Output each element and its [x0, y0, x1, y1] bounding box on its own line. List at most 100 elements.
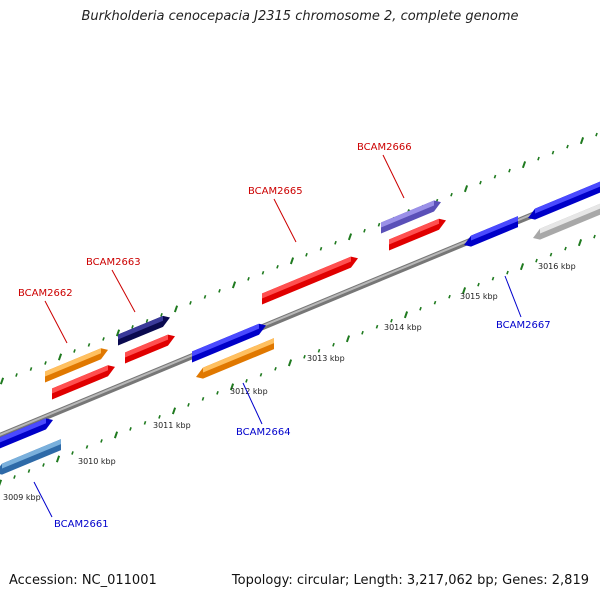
outer-tick-mark: [15, 373, 18, 377]
gene-BCAM2667-highlight: [471, 216, 518, 241]
inner-tick-mark: [390, 318, 393, 323]
inner-tick-mark: [593, 234, 596, 239]
inner-tick-mark: [317, 348, 321, 353]
inner-tick-mark: [403, 311, 409, 319]
inner-tick-ring: [0, 234, 596, 487]
outer-tick-ring: [0, 132, 598, 385]
outer-tick-mark: [537, 156, 540, 161]
leader-line-bcam2666: [382, 154, 405, 199]
outer-tick-mark: [203, 294, 207, 299]
gene-feature-highlight: [125, 334, 168, 358]
outer-tick-mark: [115, 329, 121, 337]
outer-tick-mark: [377, 222, 381, 227]
outer-tick-mark: [131, 325, 134, 329]
gene-label-bcam2662: BCAM2662: [18, 288, 73, 299]
outer-tick-mark: [231, 281, 237, 289]
inner-tick-mark: [129, 427, 132, 431]
inner-tick-mark: [564, 246, 567, 251]
outer-tick-mark: [276, 264, 279, 269]
gene-BCAM2665-highlight: [262, 256, 351, 299]
outer-tick-mark: [463, 185, 469, 193]
outer-tick-mark: [334, 240, 337, 245]
inner-tick-mark: [0, 479, 3, 487]
inner-tick-mark: [577, 239, 583, 247]
inner-tick-mark: [535, 258, 538, 263]
inner-tick-mark: [448, 294, 451, 299]
outer-tick-mark: [551, 150, 555, 155]
inner-tick-mark: [13, 475, 16, 479]
inner-tick-mark: [55, 455, 61, 463]
inner-tick-mark: [143, 421, 147, 425]
leader-line-bcam2661: [33, 481, 53, 518]
scale-label: 3016 kbp: [538, 262, 576, 271]
inner-tick-mark: [259, 372, 263, 377]
outer-tick-mark: [363, 228, 366, 233]
inner-tick-mark: [433, 300, 437, 305]
inner-tick-mark: [85, 445, 89, 449]
gene-BCAM2666-highlight: [381, 200, 434, 228]
map-title: Burkholderia cenocepacia J2315 chromosom…: [81, 9, 519, 24]
gene-BCAM2661-highlight: [2, 439, 61, 469]
outer-tick-mark: [145, 319, 149, 323]
gene-feature-highlight: [389, 218, 439, 245]
outer-tick-mark: [319, 246, 323, 251]
outer-tick-mark: [479, 180, 482, 185]
inner-tick-mark: [229, 383, 235, 391]
scale-label: 3011 kbp: [153, 421, 191, 430]
outer-tick-mark: [160, 313, 163, 317]
gene-label-bcam2661: BCAM2661: [54, 519, 109, 530]
gene-feature-highlight: [540, 203, 600, 234]
inner-tick-mark: [201, 396, 205, 401]
gene-feature-highlight: [52, 365, 108, 394]
inner-tick-mark: [345, 335, 351, 343]
gene-feature-highlight: [535, 181, 600, 214]
inner-tick-mark: [171, 407, 177, 415]
gene-BCAM2664-highlight: [203, 338, 274, 373]
leader-line-bcam2667: [504, 275, 522, 318]
inner-tick-mark: [419, 306, 422, 311]
gene-label-bcam2666: BCAM2666: [357, 142, 412, 153]
outer-tick-mark: [102, 337, 105, 341]
inner-tick-mark: [274, 366, 277, 371]
outer-tick-mark: [173, 305, 179, 313]
inner-tick-mark: [491, 276, 495, 281]
scale-labels: 3009 kbp 3010 kbp 3011 kbp 3012 kbp 3013 kbp…: [3, 262, 576, 502]
leader-line-bcam2662: [44, 300, 68, 344]
gene-BCAM2662-highlight: [45, 348, 101, 377]
scale-label: 3009 kbp: [3, 493, 41, 502]
inner-tick-mark: [245, 378, 248, 383]
outer-tick-mark: [247, 276, 250, 281]
gene-BCAM2663-highlight: [118, 315, 163, 340]
inner-tick-mark: [113, 431, 119, 439]
inner-tick-mark: [158, 415, 161, 419]
outer-tick-mark: [347, 233, 353, 241]
outer-tick-mark: [261, 270, 265, 275]
gene-features: [0, 181, 600, 475]
outer-tick-mark: [0, 377, 5, 385]
inner-tick-mark: [375, 324, 379, 329]
outer-tick-mark: [579, 137, 585, 145]
gene-label-bcam2667: BCAM2667: [496, 320, 551, 331]
inner-tick-mark: [303, 354, 306, 359]
inner-tick-mark: [506, 270, 509, 275]
outer-tick-mark: [305, 252, 308, 257]
scale-label: 3014 kbp: [384, 323, 422, 332]
outer-tick-mark: [29, 367, 33, 371]
inner-tick-mark: [187, 403, 190, 407]
outer-tick-mark: [508, 168, 511, 173]
outer-tick-mark: [189, 301, 192, 305]
inner-tick-mark: [42, 463, 45, 467]
leader-line-bcam2665: [273, 198, 297, 243]
scale-label: 3010 kbp: [78, 457, 116, 466]
inner-tick-mark: [461, 287, 467, 295]
outer-tick-mark: [521, 161, 527, 169]
inner-tick-mark: [216, 390, 219, 395]
leader-line-bcam2663: [111, 269, 136, 313]
inner-tick-mark: [287, 359, 293, 367]
outer-tick-mark: [595, 132, 598, 137]
inner-tick-mark: [27, 469, 31, 473]
inner-tick-mark: [549, 252, 553, 257]
accession-text: Accession: NC_011001: [9, 573, 157, 588]
gene-label-bcam2663: BCAM2663: [86, 257, 141, 268]
